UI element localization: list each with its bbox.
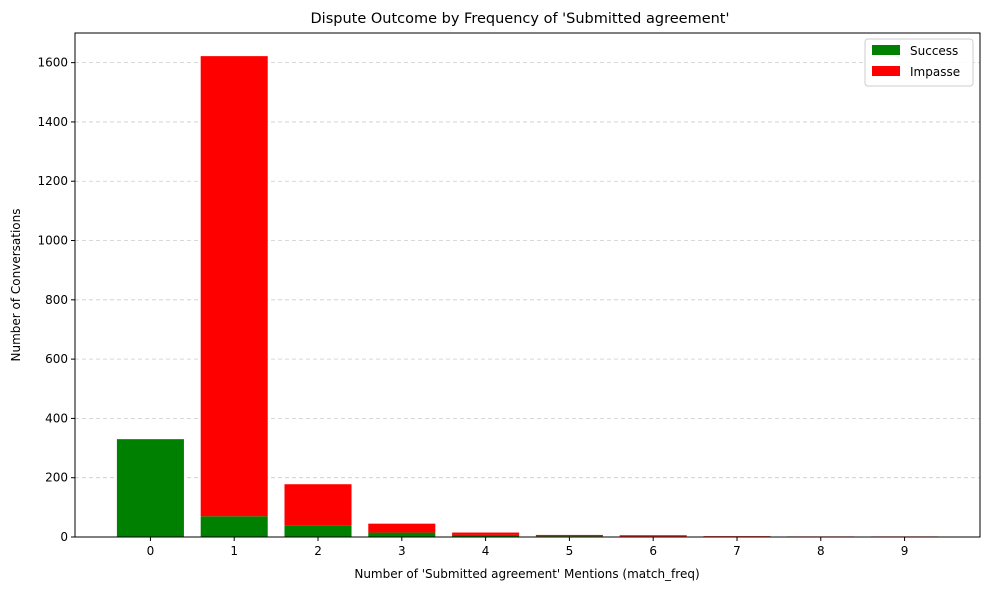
x-tick-label: 0 (147, 544, 155, 558)
plot-frame (74, 32, 981, 538)
y-tick-label: 1200 (37, 174, 68, 188)
legend-swatch-success (872, 45, 900, 55)
x-axis-label: Number of 'Submitted agreement' Mentions… (354, 567, 699, 581)
y-axis: 0 200 400 600 800 1000 1200 1400 1600 (37, 56, 75, 544)
bar-success-0 (116, 439, 184, 537)
y-tick-label: 800 (45, 293, 68, 307)
y-axis-label: Number of Conversations (9, 209, 23, 362)
bar-impasse-5 (535, 534, 603, 537)
bar-success-4 (452, 534, 520, 537)
x-tick-label: 9 (901, 544, 909, 558)
x-axis: 0 1 2 3 4 5 6 7 8 9 (147, 537, 909, 558)
x-tick-label: 1 (230, 544, 238, 558)
y-tick-label: 600 (45, 352, 68, 366)
bar-success-3 (368, 532, 436, 537)
x-tick-label: 7 (733, 544, 741, 558)
legend: Success Impasse (864, 38, 974, 87)
bar-impasse-3 (368, 523, 436, 533)
y-tick-label: 400 (45, 411, 68, 425)
y-tick-label: 1000 (37, 234, 68, 248)
bar-impasse-4 (452, 532, 520, 535)
legend-label-success: Success (910, 44, 958, 58)
y-tick-label: 200 (45, 471, 68, 485)
y-tick-label: 0 (60, 530, 68, 544)
x-tick-label: 4 (482, 544, 490, 558)
legend-swatch-impasse (872, 66, 900, 76)
bar-impasse-1 (200, 56, 268, 517)
chart-title: Dispute Outcome by Frequency of 'Submitt… (311, 11, 730, 27)
legend-label-impasse: Impasse (910, 65, 960, 79)
x-tick-label: 8 (817, 544, 825, 558)
x-tick-label: 3 (398, 544, 406, 558)
y-tick-label: 1600 (37, 56, 68, 70)
bar-success-1 (200, 516, 268, 537)
x-tick-label: 5 (566, 544, 574, 558)
x-tick-label: 6 (649, 544, 657, 558)
y-tick-label: 1400 (37, 115, 68, 129)
bar-success-2 (284, 525, 352, 537)
bar-impasse-2 (284, 484, 352, 526)
x-tick-label: 2 (314, 544, 322, 558)
bars (116, 56, 939, 537)
bar-impasse-6 (619, 535, 687, 537)
